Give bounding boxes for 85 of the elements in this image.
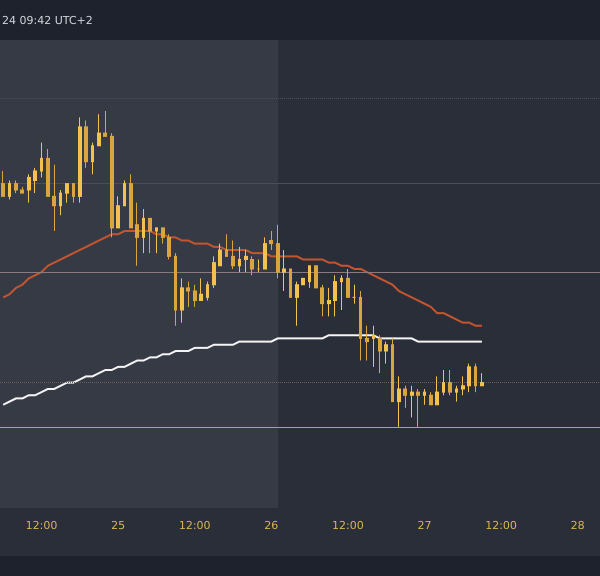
candlestick: [282, 250, 286, 292]
candlestick: [429, 392, 433, 406]
x-tick-label: 12:00: [26, 519, 58, 532]
candlestick: [110, 132, 114, 238]
candlestick: [218, 243, 222, 266]
candlestick: [97, 114, 101, 146]
candlestick: [480, 372, 484, 386]
candlestick: [91, 142, 94, 175]
x-tick-label: 12:00: [485, 519, 517, 532]
candlestick: [65, 183, 69, 204]
candlestick: [180, 278, 184, 324]
candlestick: [391, 338, 394, 402]
candlestick: [442, 370, 445, 396]
candlestick: [225, 234, 228, 257]
candlestick: [142, 208, 145, 254]
candlestick: [455, 385, 458, 402]
candlestick: [167, 234, 171, 260]
candlestick: [116, 196, 120, 228]
candlestick: [40, 142, 43, 178]
candlestick: [123, 180, 126, 206]
candlestick: [397, 376, 401, 428]
candlestick: [384, 341, 388, 364]
candlestick: [435, 376, 439, 406]
candlestick: [231, 240, 235, 270]
candlestick: [78, 116, 82, 204]
candlestick: [423, 388, 426, 406]
candlestick: [174, 252, 177, 326]
candlestick: [308, 265, 311, 288]
candlestick: [289, 268, 292, 298]
candlestick: [20, 186, 24, 194]
candlestick: [365, 325, 369, 362]
candlestick: [416, 388, 420, 428]
candlestick: [135, 202, 139, 266]
candlestick: [27, 174, 31, 204]
candlestick: [346, 268, 350, 298]
x-tick-label: 12:00: [332, 519, 364, 532]
candlestick: [59, 190, 62, 216]
candlestick: [46, 148, 50, 197]
candlestick: [467, 363, 471, 393]
candlestick: [103, 110, 107, 137]
candlestick: [244, 250, 248, 273]
candlestick: [263, 236, 267, 270]
x-tick-label: 25: [111, 519, 126, 532]
candlestick: [52, 164, 56, 232]
x-tick-label: 27: [417, 519, 432, 532]
candlestick: [14, 180, 18, 194]
candlestick: [72, 183, 75, 204]
candlestick: [448, 370, 452, 396]
candlestick: [276, 224, 280, 279]
candlestick: [372, 325, 375, 368]
candlestick: [474, 363, 477, 393]
x-tick-label: 26: [264, 519, 278, 532]
candlestick: [250, 256, 254, 276]
candlestick: [314, 265, 318, 288]
candlestick: [403, 385, 407, 408]
candlestick: [410, 385, 414, 418]
candlestick: [193, 284, 197, 308]
candlestick: [301, 278, 305, 286]
candlestick: [161, 227, 165, 244]
x-tick-label: 28: [570, 519, 585, 532]
candlestick: [257, 258, 260, 273]
candlestick: [269, 230, 273, 250]
candlestick: [327, 287, 331, 317]
candlestick: [378, 334, 382, 374]
candlestick: [129, 174, 133, 228]
candlestick: [320, 284, 324, 317]
candlestick: [33, 167, 37, 194]
candlestick: [212, 256, 216, 288]
candlestick: [186, 281, 190, 308]
candlestick: [84, 120, 88, 168]
candlestick: [352, 284, 356, 304]
candlestick: [199, 278, 203, 302]
candlestick: [8, 180, 11, 200]
candlestick: [206, 281, 209, 302]
candlestick: [333, 274, 337, 317]
candlestick: [1, 170, 5, 197]
candlestick: [238, 246, 241, 273]
candlestick: [155, 227, 158, 254]
candlestick: [295, 281, 299, 326]
text: 24 09:42 UTC+2: [2, 14, 93, 26]
x-tick-label: 12:00: [178, 519, 211, 532]
candlestick: [340, 274, 343, 310]
candlestick: [148, 218, 152, 254]
candlestick: [461, 376, 465, 396]
candlestick: [359, 290, 362, 362]
